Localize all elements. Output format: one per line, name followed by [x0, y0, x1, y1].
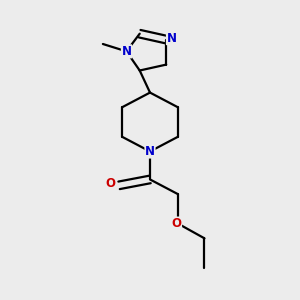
Text: N: N [167, 32, 176, 45]
Text: N: N [145, 145, 155, 158]
Text: O: O [172, 217, 182, 230]
Text: O: O [106, 177, 116, 190]
Text: N: N [122, 45, 131, 58]
